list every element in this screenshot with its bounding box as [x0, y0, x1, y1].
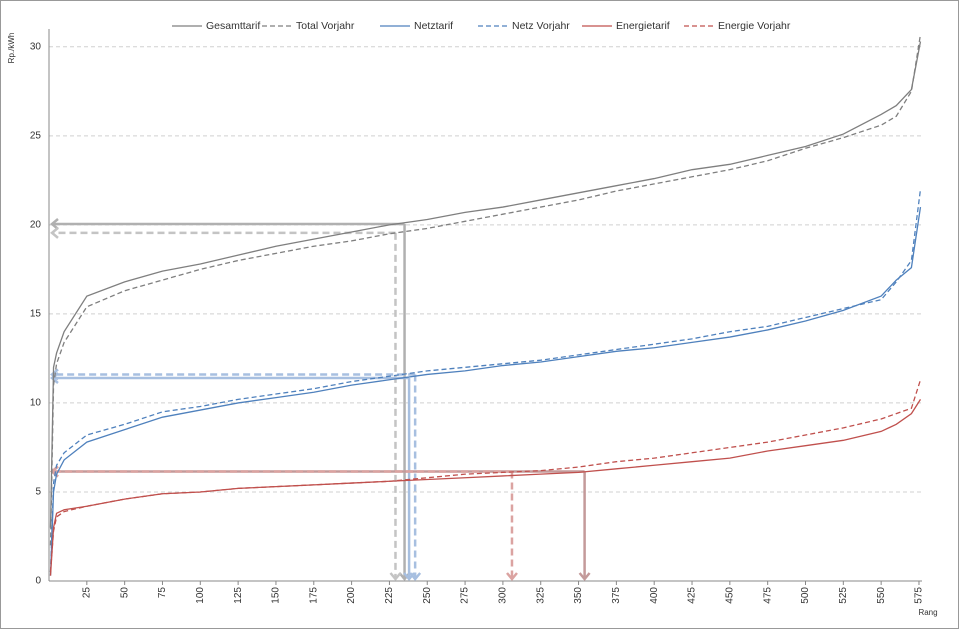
legend-label: Netztarif — [414, 20, 453, 32]
y-tick-label: 5 — [35, 487, 41, 498]
y-tick-label: 25 — [30, 130, 42, 141]
y-tick-label: 10 — [30, 398, 42, 409]
x-tick-label: 450 — [724, 587, 735, 604]
x-tick-label: 300 — [498, 587, 509, 604]
series-line — [49, 399, 922, 576]
guide-arrowhead — [50, 372, 59, 384]
legend: Gesamttarif Total Vorjahr Netztarif Netz Vo… — [172, 20, 791, 32]
guide-arrowhead — [578, 572, 591, 581]
x-tick-label: 350 — [573, 587, 584, 604]
legend-label: Energietarif — [616, 20, 670, 32]
series-line — [49, 41, 922, 528]
x-tick-label: 250 — [422, 587, 433, 604]
x-tick-label: 525 — [838, 587, 849, 604]
y-tick-label: 30 — [30, 41, 42, 52]
x-tick-label: 575 — [914, 587, 925, 604]
y-axis-label: Rp./kWh — [7, 33, 16, 64]
y-tick-label: 0 — [35, 576, 41, 587]
guide-arrowhead — [389, 572, 402, 581]
guide-arrowhead — [50, 368, 59, 381]
series-line — [49, 206, 922, 576]
guide-arrowhead — [50, 218, 59, 230]
x-tick-label: 325 — [535, 587, 546, 604]
guide-arrowhead — [50, 226, 59, 239]
x-tick-label: 75 — [157, 587, 168, 599]
y-tick-label: 20 — [30, 220, 42, 231]
x-tick-label: 125 — [233, 587, 244, 604]
x-axis-label: Rang — [918, 608, 937, 617]
x-tick-label: 275 — [460, 587, 471, 604]
legend-label: Total Vorjahr — [296, 20, 355, 32]
guide-arrowhead — [506, 572, 518, 581]
x-tick-label: 175 — [308, 587, 319, 604]
legend-label: Gesamttarif — [206, 20, 260, 32]
series-line — [49, 34, 922, 546]
x-tick-label: 425 — [687, 587, 698, 604]
x-tick-label: 475 — [762, 587, 773, 604]
legend-label: Energie Vorjahr — [718, 20, 791, 32]
x-tick-label: 400 — [649, 587, 660, 604]
y-tick-label: 15 — [30, 309, 42, 320]
x-tick-label: 550 — [876, 587, 887, 604]
x-tick-label: 375 — [611, 587, 622, 604]
x-tick-label: 150 — [271, 587, 282, 604]
x-tick-label: 200 — [346, 587, 357, 604]
x-tick-label: 50 — [119, 587, 130, 599]
legend-label: Netz Vorjahr — [512, 20, 570, 32]
guide-arrowhead — [409, 572, 422, 581]
x-tick-label: 100 — [195, 587, 206, 604]
series-line — [49, 189, 922, 573]
x-tick-label: 25 — [81, 587, 92, 599]
x-tick-label: 500 — [800, 587, 811, 604]
x-tick-label: 225 — [384, 587, 395, 604]
series-line — [49, 379, 922, 573]
